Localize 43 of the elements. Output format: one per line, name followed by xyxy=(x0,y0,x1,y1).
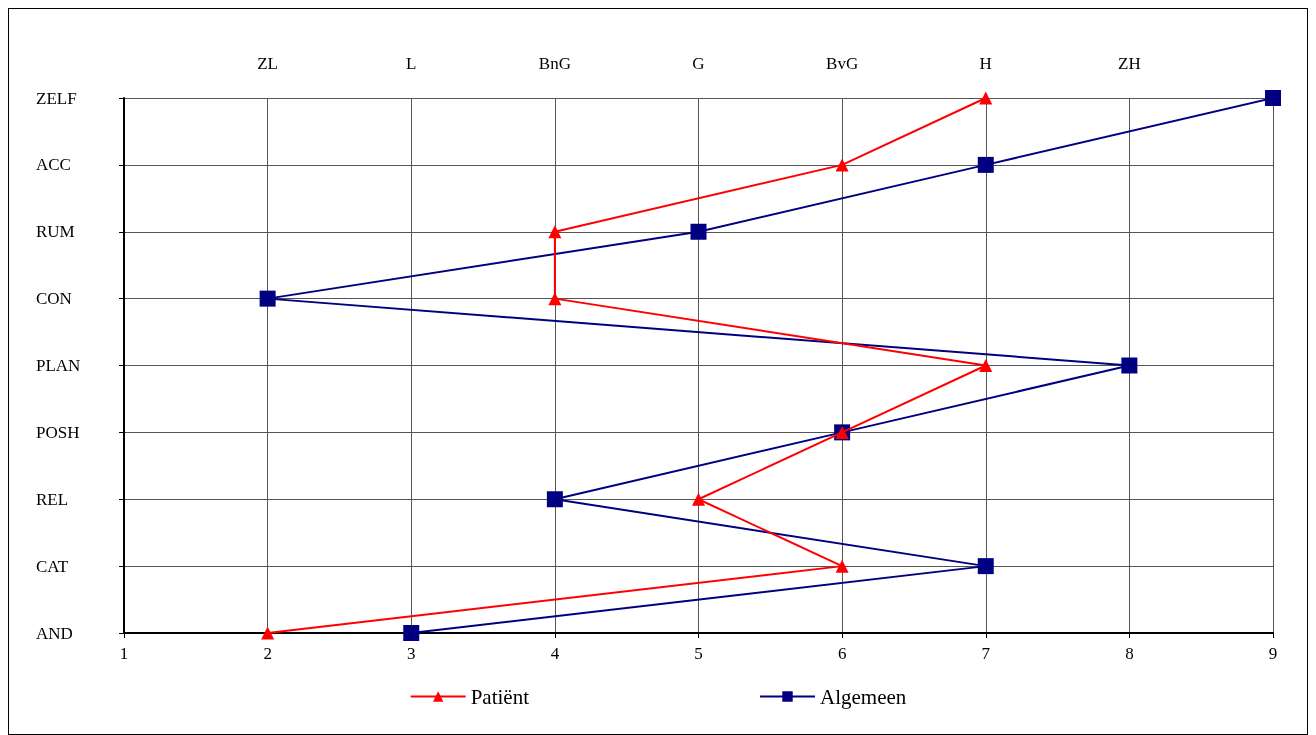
y-tick-label: ACC xyxy=(36,155,71,175)
legend-label: Algemeen xyxy=(820,684,907,709)
point xyxy=(977,156,994,173)
x-tick-label: 3 xyxy=(407,644,416,663)
x-tick-label: 1 xyxy=(119,644,129,663)
text: ZL xyxy=(257,53,279,73)
text: BvG xyxy=(826,53,859,73)
text: BnG xyxy=(538,53,571,73)
point xyxy=(259,290,276,307)
point xyxy=(403,625,420,641)
y-tick-label: RUM xyxy=(36,222,75,242)
point xyxy=(548,225,562,239)
point xyxy=(548,292,562,306)
y-tick-label: CON xyxy=(36,289,72,309)
x-tick-label: 9 xyxy=(1268,644,1278,663)
point xyxy=(979,359,993,372)
point xyxy=(1121,357,1138,374)
text: H xyxy=(979,53,992,73)
x-tick-label: 2 xyxy=(263,644,272,663)
x-tick-label: 4 xyxy=(550,644,560,663)
point xyxy=(546,491,563,508)
y-tick-label: ZELF xyxy=(36,88,77,108)
point xyxy=(835,158,849,172)
y-tick-label: POSH xyxy=(36,422,80,442)
x-tick-label: 8 xyxy=(1125,644,1134,663)
point xyxy=(835,559,849,573)
point xyxy=(1265,90,1281,106)
text: G xyxy=(692,53,705,73)
x-tick-label: 6 xyxy=(837,644,847,663)
point xyxy=(261,626,275,640)
text: ZH xyxy=(1118,53,1141,73)
point xyxy=(690,223,707,240)
x-tick-label: 7 xyxy=(981,644,991,663)
x-tick-label: 5 xyxy=(694,644,703,663)
text: L xyxy=(406,53,417,73)
y-tick-label: AND xyxy=(36,623,73,643)
y-tick-label: PLAN xyxy=(36,356,81,375)
point xyxy=(977,558,994,575)
legend-label: Patiënt xyxy=(470,684,530,709)
point xyxy=(979,91,993,105)
point xyxy=(692,492,705,506)
y-tick-label: REL xyxy=(36,489,69,509)
y-tick-label: CAT xyxy=(36,556,69,576)
